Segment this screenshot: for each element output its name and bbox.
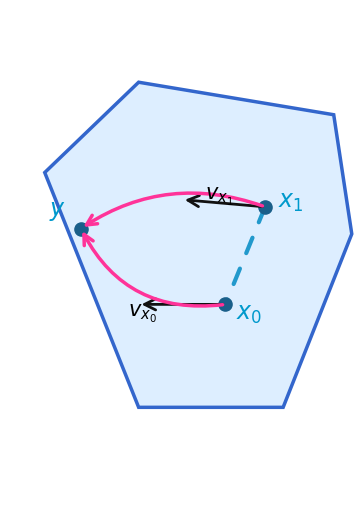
Text: $x_1$: $x_1$: [278, 190, 303, 214]
Point: [262, 204, 268, 212]
Point: [78, 225, 84, 233]
Text: $y$: $y$: [49, 199, 66, 223]
Point: [222, 301, 228, 309]
Text: $v_{x_0}$: $v_{x_0}$: [128, 303, 157, 325]
Text: $x_0$: $x_0$: [236, 302, 262, 326]
Text: $v_{x_1}$: $v_{x_1}$: [206, 185, 234, 208]
Polygon shape: [45, 83, 352, 408]
